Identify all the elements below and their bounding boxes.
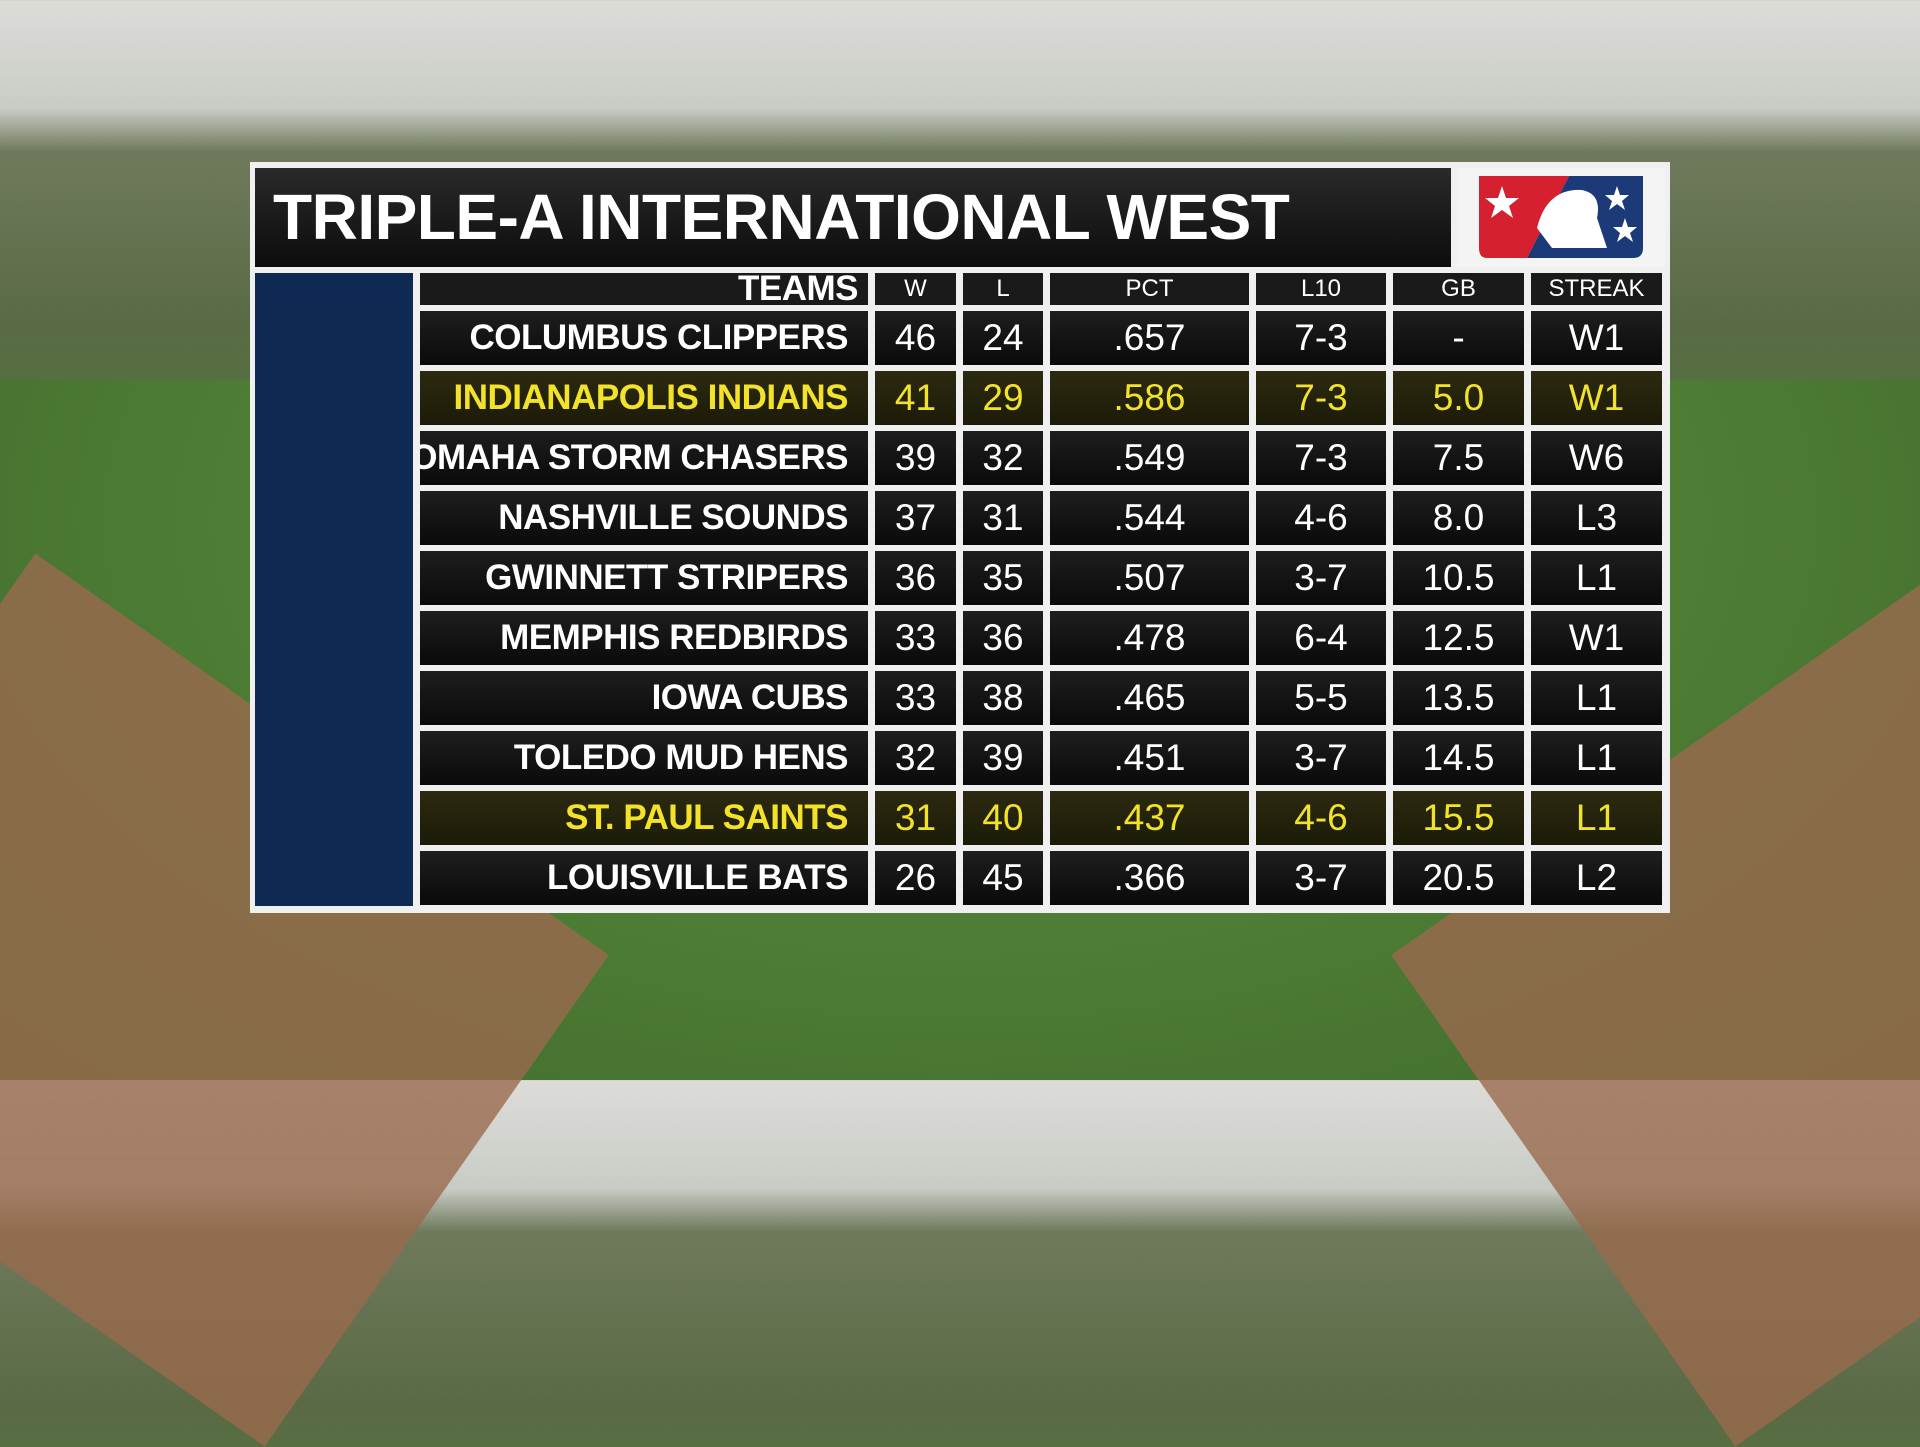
team-name: MEMPHIS REDBIRDS [420,611,868,665]
stat-cell: .478 [1050,611,1249,665]
stat-cell: 32 [875,731,956,785]
stat-cell: W6 [1531,431,1662,485]
stat-cell: 39 [963,731,1043,785]
stat-cell: 3-7 [1256,851,1386,905]
stat-cell: 39 [875,431,956,485]
stat-cell: L2 [1531,851,1662,905]
stat-cell: 13.5 [1393,671,1524,725]
logo-icon [1479,176,1643,258]
stat-cell: 45 [963,851,1043,905]
team-name: COLUMBUS CLIPPERS [420,311,868,365]
stat-cell: 36 [963,611,1043,665]
stat-cell: 4-6 [1256,791,1386,845]
team-name: ST. PAUL SAINTS [420,791,868,845]
stat-cell: L3 [1531,491,1662,545]
stat-cell: 46 [875,311,956,365]
title: TRIPLE-A INTERNATIONAL WEST [255,168,1451,267]
stat-cell: 41 [875,371,956,425]
stat-cell: 32 [963,431,1043,485]
stat-cell: L1 [1531,731,1662,785]
stat-cell: 7-3 [1256,311,1386,365]
stat-cell: 33 [875,611,956,665]
stat-cell: .549 [1050,431,1249,485]
stat-cell: 31 [875,791,956,845]
column-header: STREAK [1531,273,1662,305]
logo [1457,168,1665,267]
stat-cell: 24 [963,311,1043,365]
stat-cell: L1 [1531,671,1662,725]
stat-cell: L1 [1531,551,1662,605]
stat-cell: 29 [963,371,1043,425]
stat-cell: 14.5 [1393,731,1524,785]
stat-cell: 35 [963,551,1043,605]
stat-cell: W1 [1531,311,1662,365]
stat-cell: 7-3 [1256,431,1386,485]
stat-cell: 10.5 [1393,551,1524,605]
stat-cell: .465 [1050,671,1249,725]
stat-cell: 5.0 [1393,371,1524,425]
stat-cell: 3-7 [1256,731,1386,785]
team-name: NASHVILLE SOUNDS [420,491,868,545]
stat-cell: 12.5 [1393,611,1524,665]
team-name: GWINNETT STRIPERS [420,551,868,605]
team-name: OMAHA STORM CHASERS [420,431,868,485]
stat-cell: 7-3 [1256,371,1386,425]
stat-cell: .451 [1050,731,1249,785]
stat-cell: .544 [1050,491,1249,545]
stat-cell: L1 [1531,791,1662,845]
stat-cell: .366 [1050,851,1249,905]
team-name: INDIANAPOLIS INDIANS [420,371,868,425]
stat-cell: 31 [963,491,1043,545]
stat-cell: 4-6 [1256,491,1386,545]
stat-cell: 5-5 [1256,671,1386,725]
team-name: TOLEDO MUD HENS [420,731,868,785]
stat-cell: 40 [963,791,1043,845]
side-panel [255,273,413,906]
stat-cell: 7.5 [1393,431,1524,485]
stat-cell: .657 [1050,311,1249,365]
column-header: L [963,273,1043,305]
stat-cell: .507 [1050,551,1249,605]
stat-cell: .586 [1050,371,1249,425]
column-header: L10 [1256,273,1386,305]
stat-cell: 15.5 [1393,791,1524,845]
stat-cell: W1 [1531,611,1662,665]
stat-cell: 8.0 [1393,491,1524,545]
team-name: IOWA CUBS [420,671,868,725]
column-header: PCT [1050,273,1249,305]
stat-cell: W1 [1531,371,1662,425]
stat-cell: 36 [875,551,956,605]
column-header: TEAMS [420,273,868,305]
column-header: W [875,273,956,305]
stat-cell: 6-4 [1256,611,1386,665]
stat-cell: .437 [1050,791,1249,845]
standings-table: TEAMS W L PCT L10 GB STREAK COLUMBUS CLIPPERS 46… [420,273,1662,905]
team-name: LOUISVILLE BATS [420,851,868,905]
stat-cell: 3-7 [1256,551,1386,605]
stat-cell: 26 [875,851,956,905]
stat-cell: 20.5 [1393,851,1524,905]
stat-cell: 38 [963,671,1043,725]
stat-cell: - [1393,311,1524,365]
stat-cell: 37 [875,491,956,545]
column-header: GB [1393,273,1524,305]
stat-cell: 33 [875,671,956,725]
